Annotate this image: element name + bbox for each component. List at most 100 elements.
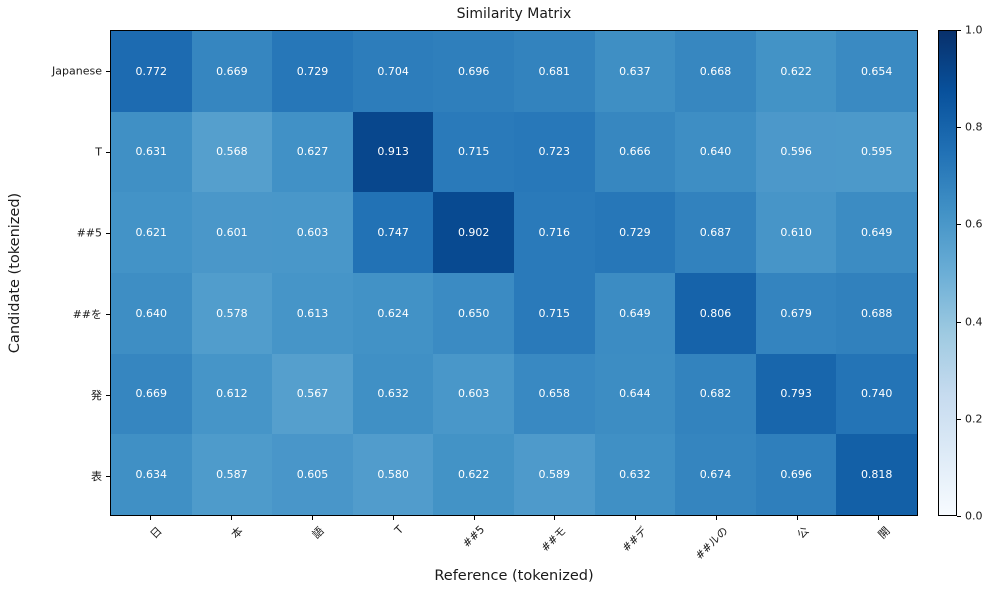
heatmap-cell: 0.668 <box>675 31 756 112</box>
x-tick-label: 本 <box>228 524 246 542</box>
x-tick-label: T <box>392 523 406 537</box>
colorbar-tick-label: 0.4 <box>965 315 983 329</box>
heatmap-cell: 0.715 <box>433 111 514 193</box>
tick-mark <box>957 30 961 31</box>
heatmap-cell: 0.654 <box>836 31 917 112</box>
heatmap-cell: 0.704 <box>352 31 434 112</box>
heatmap-cell: 0.679 <box>755 272 837 354</box>
y-axis-label: Candidate (tokenized) <box>7 192 23 354</box>
y-tick-label: ##を <box>72 307 102 321</box>
heatmap-cell: 0.640 <box>675 111 756 193</box>
heatmap-cell: 0.627 <box>272 111 353 193</box>
heatmap-cell: 0.747 <box>352 192 434 273</box>
heatmap-cell: 0.674 <box>675 434 756 515</box>
heatmap-cell: 0.649 <box>594 272 676 354</box>
heatmap-cell: 0.622 <box>433 434 514 515</box>
colorbar-tick-label: 0.8 <box>965 120 983 134</box>
heatmap-cell: 0.740 <box>836 353 917 435</box>
heatmap-cell: 0.595 <box>836 111 917 193</box>
heatmap-cell: 0.624 <box>352 272 434 354</box>
y-tick-label: ##5 <box>76 226 102 239</box>
tick-mark <box>957 321 961 323</box>
x-tick-label: ##5 <box>459 523 487 551</box>
tick-mark <box>877 516 879 520</box>
heatmap-cell: 0.902 <box>433 192 514 273</box>
heatmap-cell: 0.637 <box>594 31 676 112</box>
x-axis-label: Reference (tokenized) <box>434 568 594 584</box>
heatmap-cell: 0.772 <box>111 31 192 112</box>
heatmap-cell: 0.632 <box>352 353 434 435</box>
heatmap-cell: 0.696 <box>433 31 514 112</box>
tick-mark <box>231 516 233 520</box>
heatmap-cell: 0.610 <box>755 192 837 273</box>
tick-mark <box>796 516 798 520</box>
tick-mark <box>957 516 961 517</box>
y-tick-label: Japanese <box>52 64 102 77</box>
tick-mark <box>957 418 961 420</box>
heatmap-cell: 0.621 <box>111 192 192 273</box>
tick-mark <box>635 516 637 520</box>
tick-mark <box>312 516 313 520</box>
tick-mark <box>716 516 717 520</box>
y-tick-label: 発 <box>91 388 102 402</box>
heatmap-cell: 0.640 <box>111 272 192 354</box>
heatmap-cell: 0.578 <box>191 272 273 354</box>
heatmap-cell: 0.589 <box>513 434 595 515</box>
heatmap-cell: 0.658 <box>513 353 595 435</box>
heatmap-cell: 0.580 <box>352 434 434 515</box>
heatmap-cell: 0.650 <box>433 272 514 354</box>
y-tick-label: T <box>95 145 102 158</box>
colorbar-tick-label: 0.0 <box>965 509 983 523</box>
heatmap-cell: 0.603 <box>433 353 514 435</box>
heatmap-cell: 0.601 <box>191 192 273 273</box>
heatmap-cell: 0.613 <box>272 272 353 354</box>
x-tick-label: ##ルの <box>692 524 731 563</box>
x-tick-label: 開 <box>875 524 893 542</box>
heatmap-grid: 0.772 0.669 0.729 0.704 0.696 0.681 0.637 0.668… <box>110 30 918 516</box>
tick-mark <box>392 516 394 520</box>
heatmap-cell: 0.631 <box>111 111 192 193</box>
heatmap-cell: 0.806 <box>675 272 756 354</box>
heatmap-cell: 0.681 <box>513 31 595 112</box>
colorbar-tick-label: 0.6 <box>965 217 983 231</box>
heatmap-cell: 0.622 <box>755 31 837 112</box>
tick-mark <box>106 394 110 396</box>
tick-mark <box>957 224 961 226</box>
heatmap-cell: 0.567 <box>272 353 353 435</box>
tick-mark <box>554 516 556 520</box>
heatmap-cell: 0.818 <box>836 434 917 515</box>
heatmap-cell: 0.729 <box>594 192 676 273</box>
heatmap-cell: 0.687 <box>675 192 756 273</box>
tick-mark <box>150 516 152 520</box>
heatmap-cell: 0.793 <box>755 353 837 435</box>
x-tick-label: 日 <box>148 524 165 542</box>
heatmap-cell: 0.644 <box>594 353 676 435</box>
x-tick-label: 語 <box>309 524 327 542</box>
tick-mark <box>473 516 475 520</box>
tick-mark <box>106 151 110 153</box>
heatmap-cell: 0.716 <box>513 192 595 273</box>
tick-mark <box>106 232 110 234</box>
heatmap-cell: 0.696 <box>755 434 837 515</box>
y-tick-label: 表 <box>91 469 102 483</box>
heatmap-cell: 0.603 <box>272 192 353 273</box>
heatmap-cell: 0.612 <box>191 353 273 435</box>
x-tick-label: ##デ <box>619 524 650 555</box>
tick-mark <box>957 127 961 129</box>
colorbar-tick-label: 0.2 <box>965 412 983 426</box>
heatmap-cell: 0.596 <box>755 111 837 193</box>
heatmap-cell: 0.669 <box>111 353 192 435</box>
chart-title: Similarity Matrix <box>456 6 572 22</box>
heatmap-cell: 0.587 <box>191 434 273 515</box>
heatmap-cell: 0.605 <box>272 434 353 515</box>
heatmap-cell: 0.666 <box>594 111 676 193</box>
heatmap-cell: 0.688 <box>836 272 917 354</box>
heatmap-cell: 0.634 <box>111 434 192 515</box>
heatmap-cell: 0.715 <box>513 272 595 354</box>
heatmap-cell: 0.729 <box>272 31 353 112</box>
x-tick-label: 公 <box>794 524 812 542</box>
heatmap-cell: 0.649 <box>836 192 917 273</box>
heatmap-cell: 0.682 <box>675 353 756 435</box>
heatmap-cell: 0.669 <box>191 31 273 112</box>
